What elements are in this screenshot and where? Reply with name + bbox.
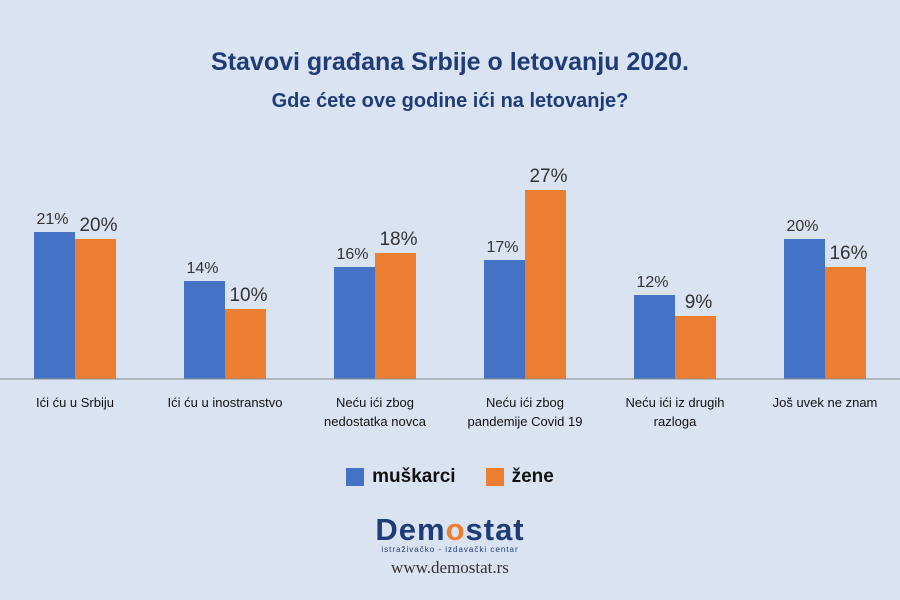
bar-zene	[525, 190, 566, 379]
data-label: 14%	[186, 260, 218, 277]
bar-muskarci	[34, 232, 75, 379]
data-label: 16%	[336, 246, 368, 263]
demostat-logo: Demostat	[375, 512, 525, 547]
bar-chart: 21% 20% Ići ću u Srbiju 14% 10% Ići ću u inos…	[0, 166, 900, 429]
category-label: Neću ići iz drugih	[626, 395, 725, 410]
legend-swatch-muskarci	[346, 468, 365, 486]
category-label: pandemije Covid 19	[468, 414, 583, 429]
legend-item-zene: žene	[485, 466, 554, 488]
bar-muskarci	[484, 260, 525, 379]
data-label: 18%	[379, 229, 417, 250]
category-label: Neću ići zbog	[336, 395, 414, 410]
website-url: www.demostat.rs	[391, 558, 509, 577]
category-label: razloga	[654, 414, 697, 429]
legend-label-muskarci: muškarci	[372, 466, 456, 487]
data-label: 16%	[829, 243, 867, 264]
chart-subtitle: Gde ćete ove godine ići na letovanje?	[271, 90, 629, 112]
data-label: 17%	[486, 239, 518, 256]
data-label: 20%	[79, 215, 117, 236]
data-label: 10%	[229, 285, 267, 306]
data-label: 21%	[36, 211, 68, 228]
legend-label-zene: žene	[511, 466, 554, 487]
chart-title: Stavovi građana Srbije o letovanju 2020.	[211, 48, 689, 76]
bar-muskarci	[184, 281, 225, 379]
bar-zene	[75, 239, 116, 379]
bar-muskarci	[334, 267, 375, 379]
data-label: 12%	[636, 274, 668, 291]
category-label: Ići ću u Srbiju	[36, 395, 114, 410]
category-label: Još uvek ne znam	[773, 395, 878, 410]
bar-muskarci	[634, 295, 675, 379]
legend-swatch-zene	[485, 468, 504, 486]
category-label: nedostatka novca	[324, 414, 427, 429]
bar-muskarci	[784, 239, 825, 379]
logo-tagline: istraživačko - izdavački centar	[381, 545, 519, 554]
bar-zene	[825, 267, 866, 379]
bar-zene	[225, 309, 266, 379]
category-label: Neću ići zbog	[486, 395, 564, 410]
data-label: 9%	[685, 292, 713, 313]
bar-zene	[675, 316, 716, 379]
category-label: Ići ću u inostranstvo	[168, 395, 283, 410]
legend: muškarci žene	[0, 466, 900, 488]
legend-item-muskarci: muškarci	[346, 466, 456, 488]
data-label: 20%	[786, 218, 818, 235]
data-label: 27%	[529, 166, 567, 187]
bar-zene	[375, 253, 416, 379]
